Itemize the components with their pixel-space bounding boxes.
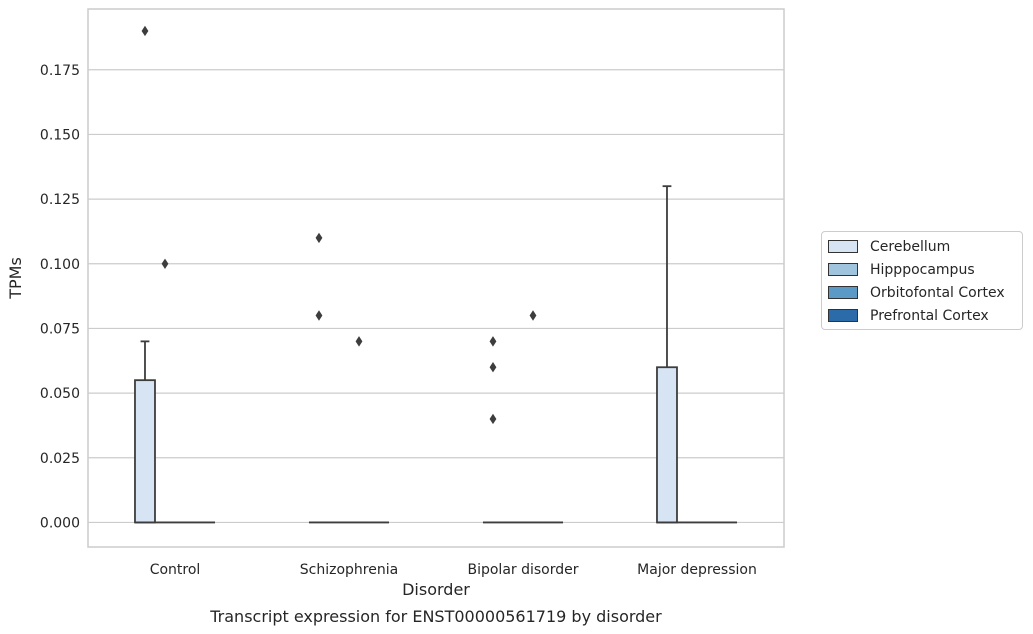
outlier-point bbox=[489, 362, 497, 373]
legend-swatch bbox=[828, 240, 858, 253]
legend-item: Cerebellum bbox=[822, 235, 1022, 258]
outlier-point bbox=[355, 336, 363, 347]
x-tick-label: Schizophrenia bbox=[300, 562, 398, 578]
legend: Cerebellum Hipppocampus Orbitofontal Corte… bbox=[821, 231, 1023, 330]
y-tick-label: 0.150 bbox=[40, 127, 80, 143]
outliers bbox=[141, 25, 537, 425]
x-tick-label: Control bbox=[150, 562, 201, 578]
outlier-point bbox=[529, 310, 537, 321]
legend-item: Hipppocampus bbox=[822, 258, 1022, 281]
outlier-point bbox=[489, 336, 497, 347]
y-axis-ticks: 0.000 0.025 0.050 0.075 0.100 0.125 0.150 0.175 bbox=[40, 63, 80, 532]
legend-swatch bbox=[828, 263, 858, 276]
x-tick-label: Major depression bbox=[637, 562, 757, 578]
outlier-point bbox=[141, 25, 149, 37]
y-tick-label: 0.100 bbox=[40, 257, 80, 273]
x-axis-label: Disorder bbox=[402, 580, 470, 599]
legend-label: Orbitofontal Cortex bbox=[870, 284, 1005, 301]
legend-label: Hipppocampus bbox=[870, 261, 975, 278]
y-axis-label: TPMs bbox=[6, 257, 25, 300]
x-tick-label: Bipolar disorder bbox=[467, 562, 578, 578]
y-tick-label: 0.125 bbox=[40, 192, 80, 208]
plot-frame bbox=[87, 8, 785, 548]
outlier-point bbox=[315, 310, 323, 321]
box-cerebellum bbox=[134, 340, 156, 524]
gridlines bbox=[88, 69, 784, 524]
box-cerebellum bbox=[656, 185, 678, 524]
boxes bbox=[134, 185, 738, 524]
box-body bbox=[656, 366, 678, 524]
y-tick-label: 0.175 bbox=[40, 63, 80, 79]
box-body bbox=[134, 379, 156, 524]
legend-swatch bbox=[828, 309, 858, 322]
y-tick-label: 0.075 bbox=[40, 321, 80, 337]
chart-caption: Transcript expression for ENST0000056171… bbox=[209, 607, 662, 626]
outlier-point bbox=[161, 258, 169, 269]
outlier-point bbox=[489, 413, 497, 425]
legend-item: Prefrontal Cortex bbox=[822, 304, 1022, 327]
y-tick-label: 0.050 bbox=[40, 386, 80, 402]
y-tick-label: 0.025 bbox=[40, 451, 80, 467]
legend-item: Orbitofontal Cortex bbox=[822, 281, 1022, 304]
x-axis-ticks: Control Schizophrenia Bipolar disorder Majo… bbox=[150, 562, 757, 578]
legend-label: Cerebellum bbox=[870, 238, 951, 255]
legend-swatch bbox=[828, 286, 858, 299]
outlier-point bbox=[315, 232, 323, 244]
legend-label: Prefrontal Cortex bbox=[870, 307, 989, 324]
y-tick-label: 0.000 bbox=[40, 515, 80, 531]
